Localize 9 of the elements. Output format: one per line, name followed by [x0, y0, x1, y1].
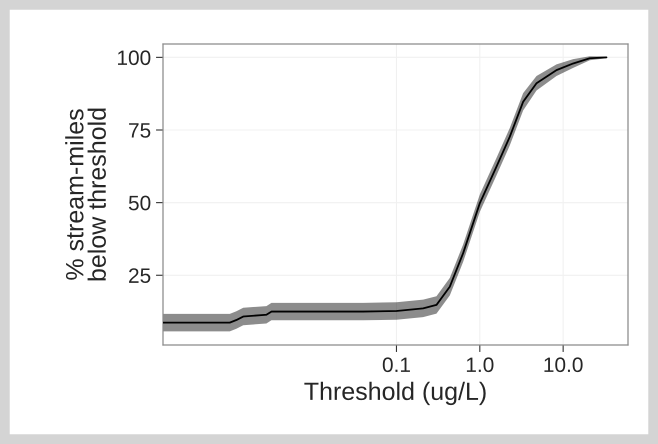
x-tick-label: 0.1: [382, 357, 410, 372]
y-tick-label: 75: [129, 123, 150, 138]
y-tick-label: 50: [128, 196, 150, 210]
y-tick-label: 25: [129, 268, 150, 284]
y-axis-title: % stream-miles below threshold: [65, 108, 106, 280]
x-tick-label: 1.0: [466, 357, 494, 372]
y-tick-label: 100: [118, 50, 150, 66]
x-tick-label: 10.0: [544, 357, 583, 372]
x-axis-title: Threshold (ug/L): [304, 382, 486, 406]
